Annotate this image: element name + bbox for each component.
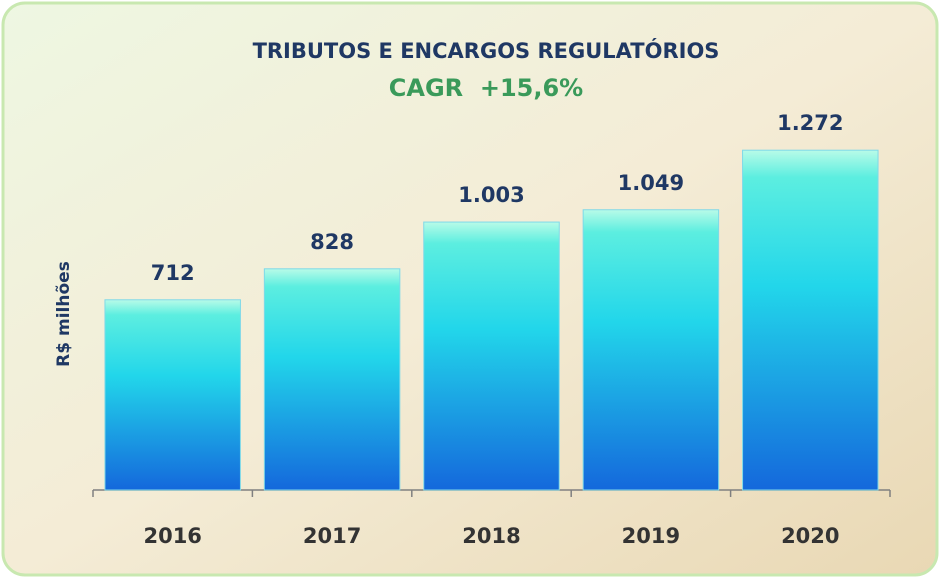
x-tick-label: 2016 <box>143 524 201 548</box>
y-axis-label: R$ milhões <box>54 261 74 367</box>
chart-title: TRIBUTOS E ENCARGOS REGULATÓRIOS <box>253 38 720 63</box>
data-label: 712 <box>151 261 195 285</box>
data-label: 1.003 <box>458 183 524 207</box>
data-label: 1.272 <box>777 111 843 135</box>
data-label: 1.049 <box>618 171 684 195</box>
x-tick-label: 2019 <box>622 524 680 548</box>
x-tick-label: 2018 <box>462 524 520 548</box>
bar <box>423 221 560 491</box>
x-tick-label: 2020 <box>781 524 839 548</box>
bar <box>263 268 401 491</box>
bar <box>104 299 241 491</box>
chart-subtitle: CAGR +15,6% <box>389 74 583 102</box>
data-label: 828 <box>310 230 354 254</box>
bar <box>742 149 879 491</box>
bar <box>582 209 720 491</box>
x-tick-label: 2017 <box>303 524 361 548</box>
